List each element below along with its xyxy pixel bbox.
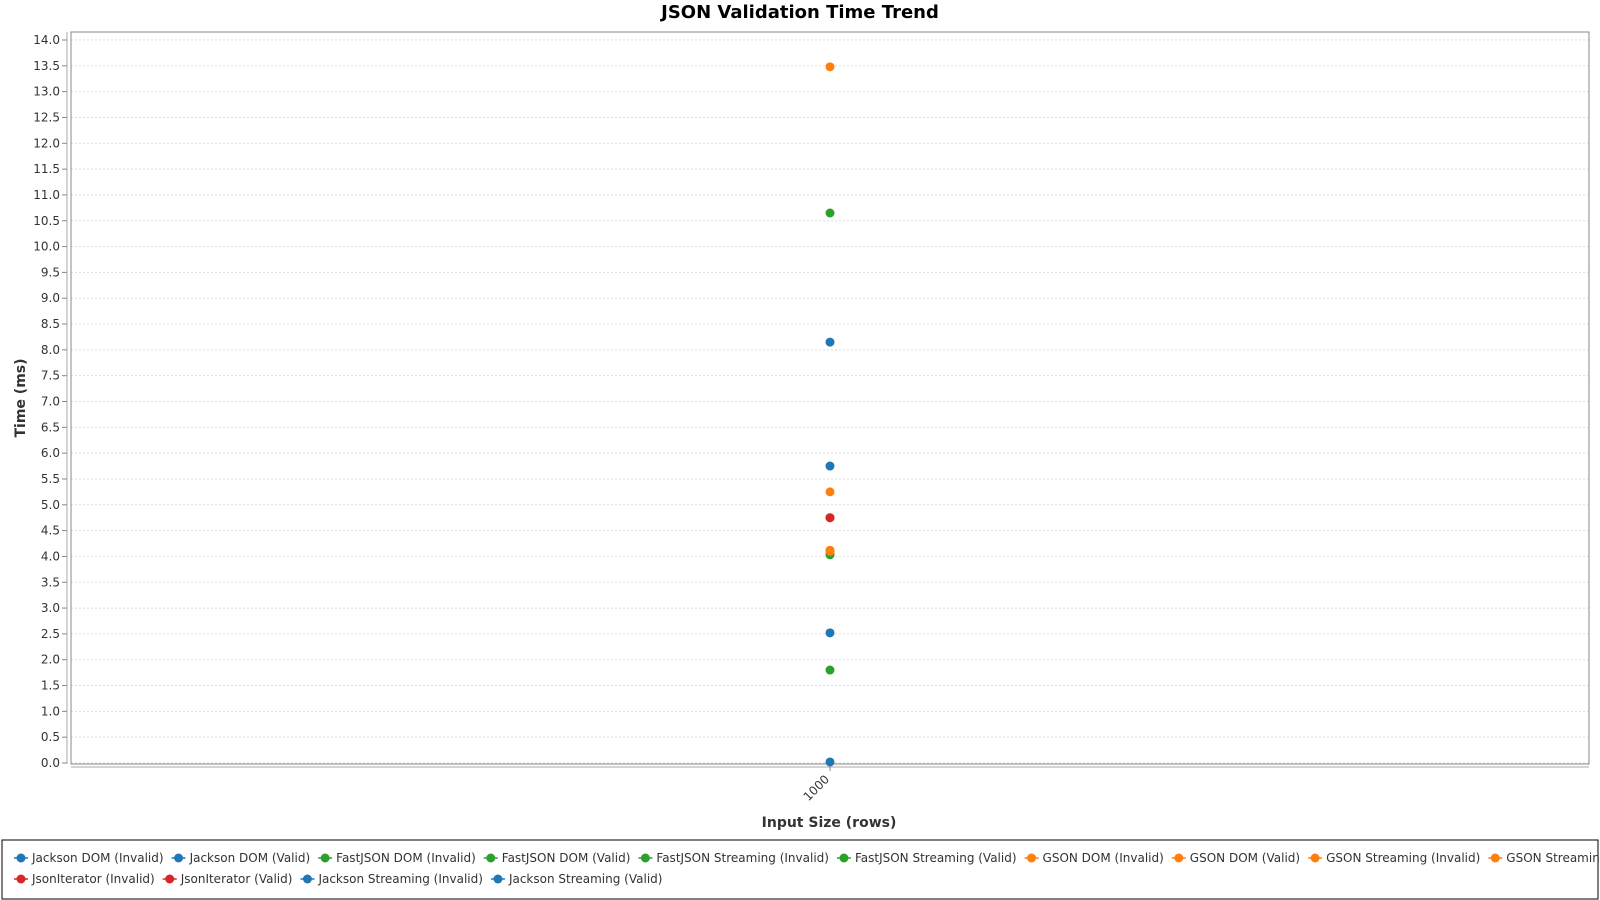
legend-label: GSON DOM (Valid) xyxy=(1190,851,1300,865)
legend-label: Jackson Streaming (Valid) xyxy=(508,872,663,886)
y-tick-label: 9.0 xyxy=(41,291,60,305)
y-tick-label: 8.0 xyxy=(41,343,60,357)
y-axis-title: Time (ms) xyxy=(13,358,29,437)
y-tick-label: 14.0 xyxy=(33,33,60,47)
y-tick-label: 13.5 xyxy=(33,59,60,73)
y-tick-label: 11.0 xyxy=(33,188,60,202)
data-point-series-0 xyxy=(825,337,835,347)
y-tick-label: 3.5 xyxy=(41,575,60,589)
legend-marker xyxy=(174,853,184,863)
legend-label: Jackson Streaming (Invalid) xyxy=(317,872,483,886)
y-tick-label: 7.5 xyxy=(41,369,60,383)
legend-label: GSON Streaming (Valid) xyxy=(1506,851,1600,865)
legend-label: FastJSON DOM (Valid) xyxy=(502,851,631,865)
legend-marker xyxy=(16,853,26,863)
y-tick-label: 9.5 xyxy=(41,265,60,279)
data-point-series-9 xyxy=(825,545,835,555)
data-point-series-6 xyxy=(825,62,835,72)
legend-label: Jackson DOM (Invalid) xyxy=(31,851,164,865)
legend-label: GSON Streaming (Invalid) xyxy=(1326,851,1480,865)
legend-label: Jackson DOM (Valid) xyxy=(189,851,311,865)
legend-marker xyxy=(1027,853,1037,863)
y-tick-label: 6.5 xyxy=(41,420,60,434)
legend-marker xyxy=(640,853,650,863)
data-points xyxy=(825,62,835,767)
y-tick-label: 7.0 xyxy=(41,395,60,409)
y-tick-label: 2.0 xyxy=(41,653,60,667)
data-point-series-11 xyxy=(825,513,835,523)
y-tick-label: 2.5 xyxy=(41,627,60,641)
y-axis-ticks: 0.0 0.5 1.0 1.5 2.0 2.5 3.0 3.5 4.0 4.5 5.0 5.5 6.0 6… xyxy=(33,33,67,770)
legend-label: FastJSON Streaming (Invalid) xyxy=(656,851,829,865)
legend-marker xyxy=(839,853,849,863)
legend-marker xyxy=(1310,853,1320,863)
legend-label: FastJSON Streaming (Valid) xyxy=(855,851,1017,865)
legend-marker xyxy=(302,874,312,884)
x-axis-ticks: 1000 xyxy=(801,767,832,804)
legend-marker xyxy=(486,853,496,863)
data-point-series-2 xyxy=(825,208,835,218)
y-tick-label: 10.0 xyxy=(33,240,60,254)
legend-marker xyxy=(1490,853,1500,863)
y-tick-label: 0.0 xyxy=(41,756,60,770)
legend-marker xyxy=(493,874,503,884)
y-tick-label: 10.5 xyxy=(33,214,60,228)
x-axis-title: Input Size (rows) xyxy=(762,815,897,831)
legend-marker xyxy=(1174,853,1184,863)
y-tick-label: 1.5 xyxy=(41,679,60,693)
legend xyxy=(1,839,1599,900)
grid-lines xyxy=(71,39,1589,764)
legend-label: FastJSON DOM (Invalid) xyxy=(336,851,476,865)
y-tick-label: 12.5 xyxy=(33,110,60,124)
legend-label: JsonIterator (Valid) xyxy=(180,872,293,886)
y-tick-label: 12.0 xyxy=(33,136,60,150)
y-tick-label: 8.5 xyxy=(41,317,60,331)
legend-marker xyxy=(320,853,330,863)
data-point-series-1 xyxy=(825,461,835,471)
data-point-series-13 xyxy=(825,757,835,767)
legend-marker xyxy=(165,874,175,884)
y-tick-label: 0.5 xyxy=(41,730,60,744)
legend-items: Jackson DOM (Invalid) Jackson DOM (Valid)… xyxy=(14,851,1600,886)
plot-area xyxy=(71,32,1589,764)
chart-title: JSON Validation Time Trend xyxy=(659,2,939,23)
legend-label: GSON DOM (Invalid) xyxy=(1043,851,1164,865)
y-tick-label: 3.0 xyxy=(41,601,60,615)
y-tick-label: 4.5 xyxy=(41,524,60,538)
y-tick-label: 11.5 xyxy=(33,162,60,176)
data-point-series-12 xyxy=(825,628,835,638)
y-tick-label: 5.5 xyxy=(41,472,60,486)
y-tick-label: 6.0 xyxy=(41,446,60,460)
y-tick-label: 13.0 xyxy=(33,85,60,99)
x-tick-label: 1000 xyxy=(801,772,832,803)
y-tick-label: 1.0 xyxy=(41,704,60,718)
data-point-series-4 xyxy=(825,665,835,675)
y-tick-label: 5.0 xyxy=(41,498,60,512)
legend-marker xyxy=(16,874,26,884)
data-point-series-7 xyxy=(825,487,835,497)
legend-label: JsonIterator (Invalid) xyxy=(31,872,155,886)
y-tick-label: 4.0 xyxy=(41,549,60,563)
